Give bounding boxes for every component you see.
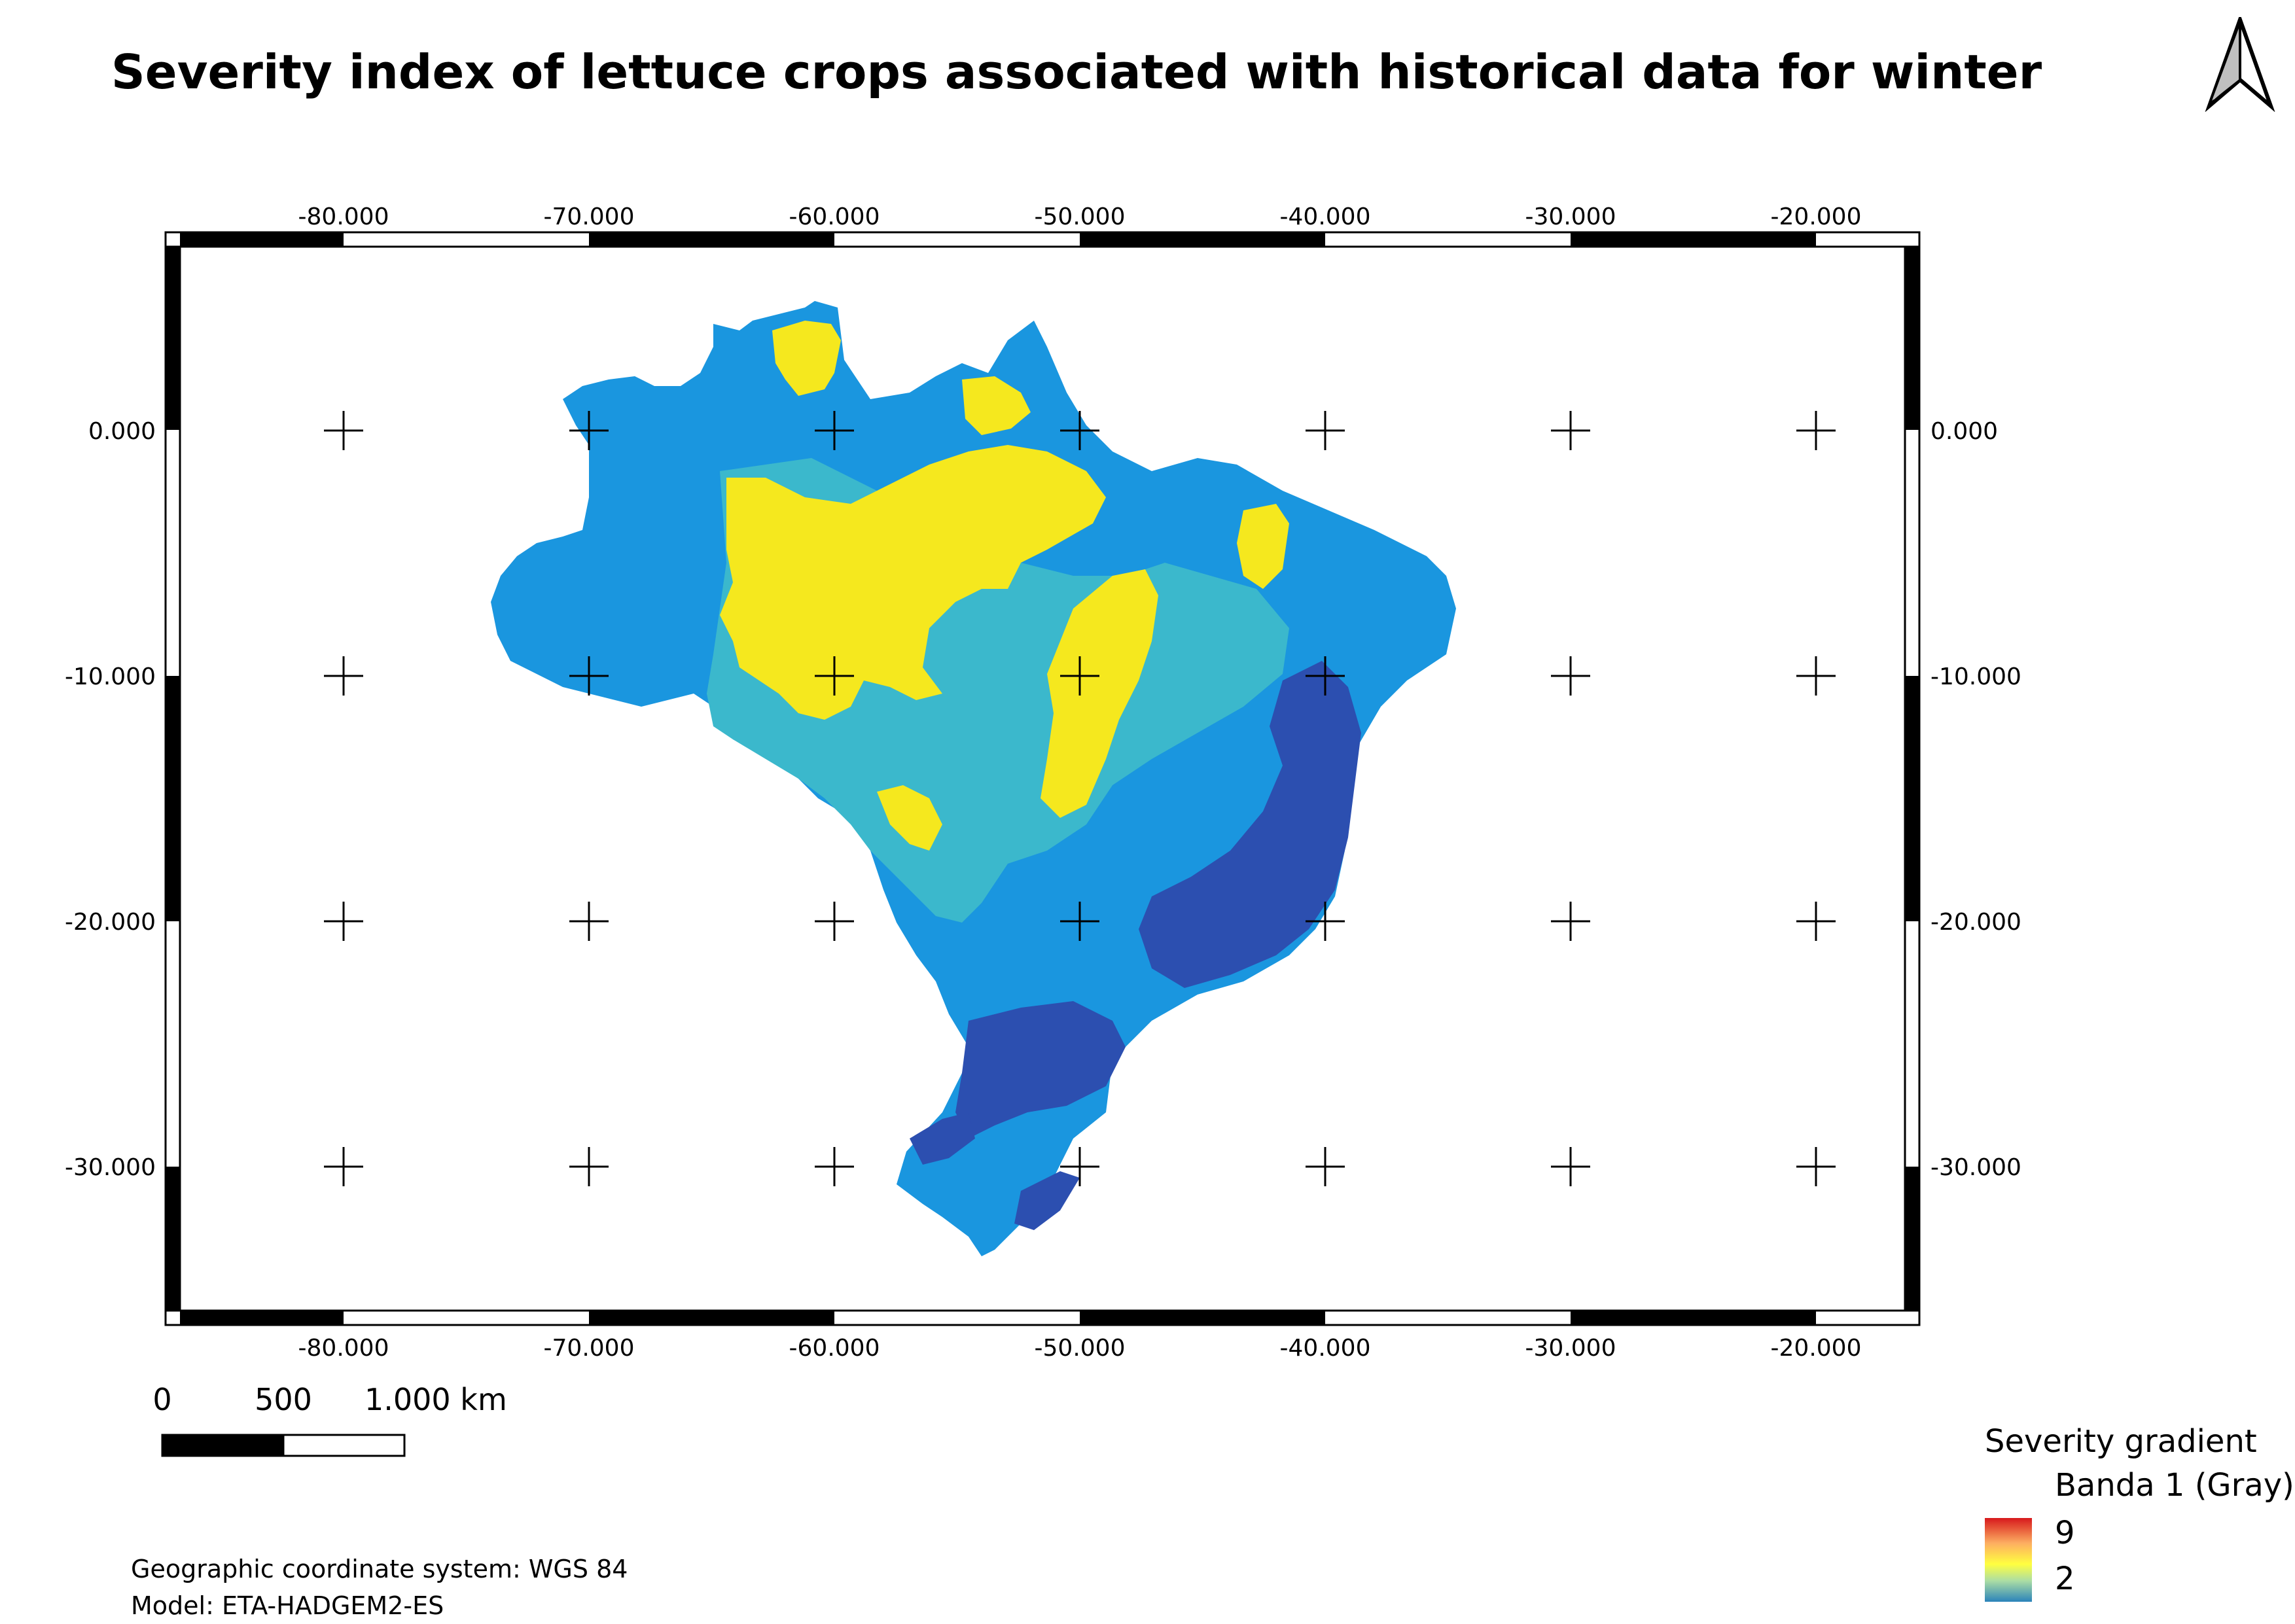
legend-color-ramp	[1985, 1518, 2032, 1602]
model-label: Model: ETA-HADGEM2-ES	[131, 1591, 444, 1620]
lat-label-left: -20.000	[65, 909, 156, 936]
region-dark-blue-east	[1139, 661, 1361, 988]
lon-label-top: -30.000	[1525, 203, 1616, 230]
scale-bar: 0 500 1.000 km	[152, 1382, 507, 1457]
longitude-labels-top: -80.000 -70.000 -60.000 -50.000 -40.000 …	[298, 203, 1862, 230]
lat-label-right: -10.000	[1930, 663, 2021, 690]
lon-label-top: -80.000	[298, 203, 389, 230]
lon-label-bottom: -40.000	[1280, 1335, 1371, 1362]
lat-label-right: -30.000	[1930, 1154, 2021, 1181]
lon-label-bottom: -20.000	[1771, 1335, 1862, 1362]
lat-label-left: -30.000	[65, 1154, 156, 1181]
lat-label-left: 0.000	[88, 418, 156, 445]
region-dark-blue-rs	[910, 1112, 1080, 1230]
map-title: Severity index of lettuce crops associat…	[111, 44, 2042, 99]
lon-label-bottom: -30.000	[1525, 1335, 1616, 1362]
legend-min-value: 2	[2055, 1561, 2075, 1597]
lon-label-top: -50.000	[1035, 203, 1126, 230]
region-yellow-central	[1041, 569, 1158, 818]
region-dark-blue-south	[955, 1001, 1126, 1139]
lon-label-bottom: -60.000	[789, 1335, 880, 1362]
lon-label-top: -20.000	[1771, 203, 1862, 230]
crs-label: Geographic coordinate system: WGS 84	[131, 1555, 628, 1583]
lat-label-left: -10.000	[65, 663, 156, 690]
scale-label-1000: 1.000 km	[365, 1382, 507, 1417]
scale-label-0: 0	[152, 1382, 171, 1417]
lon-label-bottom: -70.000	[544, 1335, 635, 1362]
latitude-labels-right: 0.000 -10.000 -20.000 -30.000	[1930, 418, 2021, 1181]
region-yellow-north	[720, 445, 1106, 720]
scale-label-500: 500	[255, 1382, 312, 1417]
latitude-labels-left: 0.000 -10.000 -20.000 -30.000	[65, 418, 156, 1181]
region-yellow-amapa	[962, 376, 1031, 435]
north-arrow-icon	[2205, 17, 2275, 112]
legend-max-value: 9	[2055, 1515, 2075, 1551]
region-yellow-roraima	[772, 321, 841, 396]
map-footer: Geographic coordinate system: WGS 84 Mod…	[131, 1551, 628, 1624]
graticule	[324, 411, 1836, 1186]
lon-label-bottom: -50.000	[1035, 1335, 1126, 1362]
legend-title: Severity gradient	[1985, 1423, 2257, 1460]
lon-label-top: -70.000	[544, 203, 635, 230]
region-yellow-south	[877, 785, 942, 851]
lon-label-bottom: -80.000	[298, 1335, 389, 1362]
lat-label-right: -20.000	[1930, 909, 2021, 936]
legend-band-label: Banda 1 (Gray)	[2055, 1467, 2294, 1504]
severity-raster	[491, 301, 1456, 1256]
lon-label-top: -60.000	[789, 203, 880, 230]
lat-label-right: 0.000	[1930, 418, 1998, 445]
region-yellow-northeast	[1237, 504, 1289, 589]
lon-label-top: -40.000	[1280, 203, 1371, 230]
longitude-labels-bottom: -80.000 -70.000 -60.000 -50.000 -40.000 …	[298, 1335, 1862, 1362]
